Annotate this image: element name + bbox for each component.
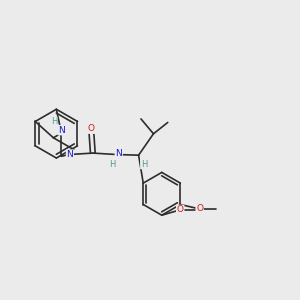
Text: O: O bbox=[196, 205, 203, 214]
Text: H: H bbox=[141, 160, 147, 169]
Text: N: N bbox=[58, 126, 65, 135]
Text: H: H bbox=[109, 160, 115, 169]
Text: N: N bbox=[67, 150, 73, 159]
Text: H: H bbox=[51, 117, 57, 126]
Text: O: O bbox=[88, 124, 95, 133]
Text: O: O bbox=[177, 206, 184, 214]
Text: N: N bbox=[115, 149, 122, 158]
